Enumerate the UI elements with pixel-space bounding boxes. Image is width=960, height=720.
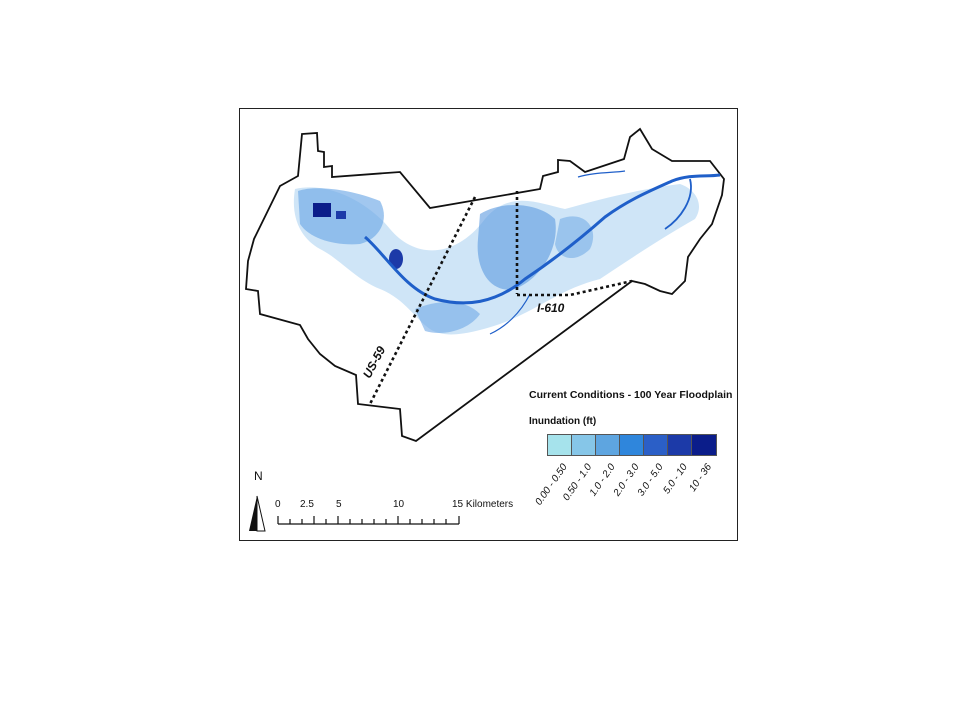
north-arrow-icon	[249, 495, 266, 532]
scale-bar	[277, 516, 460, 525]
legend-swatches	[547, 434, 717, 456]
north-label: N	[254, 469, 263, 483]
scale-tick-label-1: 2.5	[300, 499, 314, 510]
legend-title: Current Conditions - 100 Year Floodplain	[529, 389, 733, 401]
pond-3	[389, 249, 403, 269]
legend-swatch-6	[668, 435, 692, 455]
legend-swatch-5	[644, 435, 668, 455]
legend-swatch-2	[572, 435, 596, 455]
legend-swatch-7	[692, 435, 716, 455]
tributary-north	[577, 170, 626, 178]
tributary-south	[489, 293, 531, 335]
tributary-east	[664, 178, 692, 230]
scale-tick-label-0: 0	[275, 499, 281, 510]
legend-swatch-4	[620, 435, 644, 455]
us59-highway	[368, 196, 477, 405]
map-frame: US-59 I-610 N 0 2.5 5 10 15 Kilometers C…	[239, 108, 738, 541]
floodplain-patch-south	[415, 302, 480, 334]
scale-tick-label-2: 5	[336, 499, 342, 510]
legend-subtitle: Inundation (ft)	[529, 416, 597, 427]
watershed-map	[245, 127, 725, 532]
pond-1	[313, 203, 331, 217]
scale-tick-label-3: 10	[393, 499, 405, 510]
scale-tick-label-4: 15 Kilometers	[452, 499, 514, 510]
pond-2	[336, 211, 346, 219]
legend-swatch-3	[596, 435, 620, 455]
legend-swatch-1	[548, 435, 572, 455]
floodplain-patch-east	[555, 216, 594, 259]
road-label-i610: I-610	[537, 301, 565, 315]
